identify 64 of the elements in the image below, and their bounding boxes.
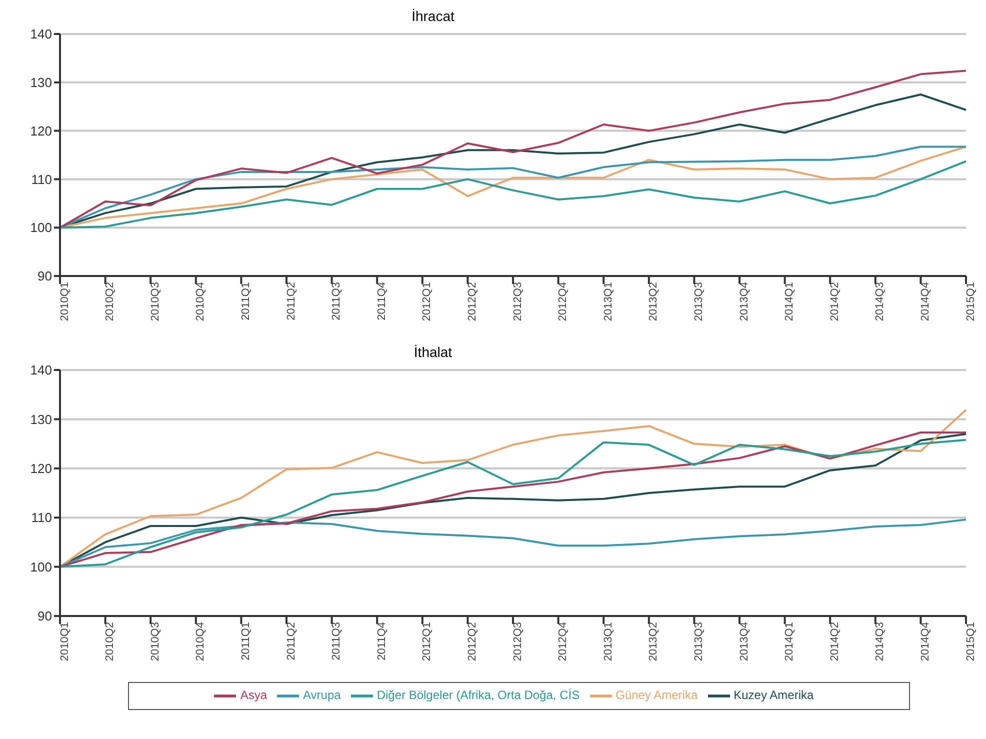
chart-title: İthalat — [412, 344, 454, 362]
x-tick-label: 2013Q3 — [693, 282, 706, 322]
x-tick-label: 2011Q4 — [376, 282, 388, 320]
x-tick-label: 2012Q2 — [466, 282, 479, 322]
x-tick-label: 2015Q1 — [964, 622, 977, 662]
x-tick-label: 2015Q1 — [964, 282, 977, 322]
line-series — [59, 518, 967, 568]
y-tick-label: 130 — [30, 75, 52, 90]
x-tick-label: 2014Q1 — [784, 622, 796, 662]
x-tick-label: 2010Q2 — [104, 622, 116, 662]
line-series — [59, 70, 967, 229]
x-tick-label: 2013Q3 — [693, 622, 706, 662]
x-tick-label: 2012Q2 — [466, 622, 479, 662]
y-tick-label: 110 — [31, 510, 52, 526]
x-tick-label: 2014Q4 — [920, 622, 932, 662]
x-tick-label: 2012Q4 — [557, 622, 570, 662]
y-tick-label: 110 — [31, 172, 52, 187]
y-tick-label: 90 — [38, 268, 52, 284]
line-series — [59, 160, 967, 229]
x-tick-label: 2010Q4 — [194, 622, 207, 662]
x-tick-label: 2010Q3 — [149, 282, 162, 322]
y-tick-label: 100 — [30, 559, 52, 574]
legend-label: Asya — [240, 688, 268, 702]
x-tick-label: 2013Q2 — [648, 622, 660, 662]
x-tick-label: 2012Q1 — [421, 622, 434, 662]
x-tick-label: 2010Q3 — [149, 622, 162, 662]
y-tick-label: 120 — [30, 461, 52, 476]
legend-label: Avrupa — [303, 688, 341, 702]
x-tick-label: 2014Q3 — [874, 622, 886, 662]
y-tick-label: 100 — [30, 220, 52, 236]
legend-label: Güney Amerika — [616, 688, 698, 702]
x-tick-label: 2014Q2 — [828, 622, 841, 662]
y-tick-label: 140 — [30, 362, 52, 378]
y-tick-label: 130 — [30, 412, 52, 427]
x-tick-label: 2011Q2 — [285, 282, 298, 320]
legend-label: Kuzey Amerika — [734, 688, 814, 702]
y-tick-label: 120 — [30, 123, 52, 138]
x-tick-label: 2011Q1 — [240, 622, 252, 660]
x-tick-label: 2013Q4 — [738, 282, 750, 322]
x-tick-label: 2012Q1 — [421, 282, 434, 322]
chart-title: İhracat — [410, 8, 456, 26]
y-tick-label: 140 — [30, 26, 52, 42]
x-tick-label: 2010Q1 — [58, 622, 71, 662]
x-tick-label: 2013Q4 — [738, 622, 750, 662]
x-tick-label: 2014Q1 — [784, 282, 796, 322]
x-tick-label: 2010Q1 — [58, 282, 71, 322]
legend-label: Diğer Bölgeler (Afrika, Orta Doğa, CİS — [376, 688, 580, 702]
x-tick-label: 2014Q3 — [874, 282, 886, 322]
x-tick-label: 2012Q4 — [557, 282, 570, 322]
x-tick-label: 2013Q1 — [602, 282, 614, 322]
x-tick-label: 2011Q2 — [285, 622, 298, 660]
x-tick-label: 2014Q2 — [828, 282, 841, 322]
x-tick-label: 2014Q4 — [920, 282, 932, 322]
x-tick-label: 2011Q3 — [330, 622, 343, 660]
x-tick-label: 2013Q2 — [648, 282, 660, 322]
y-tick-label: 90 — [38, 608, 52, 624]
x-tick-label: 2011Q1 — [240, 282, 252, 320]
x-tick-label: 2012Q3 — [512, 622, 524, 662]
x-tick-label: 2011Q4 — [376, 622, 388, 660]
x-tick-label: 2013Q1 — [602, 622, 614, 662]
x-tick-label: 2010Q4 — [194, 282, 207, 322]
x-tick-label: 2010Q2 — [104, 282, 116, 322]
x-tick-label: 2012Q3 — [512, 282, 524, 322]
x-tick-label: 2011Q3 — [330, 282, 343, 320]
